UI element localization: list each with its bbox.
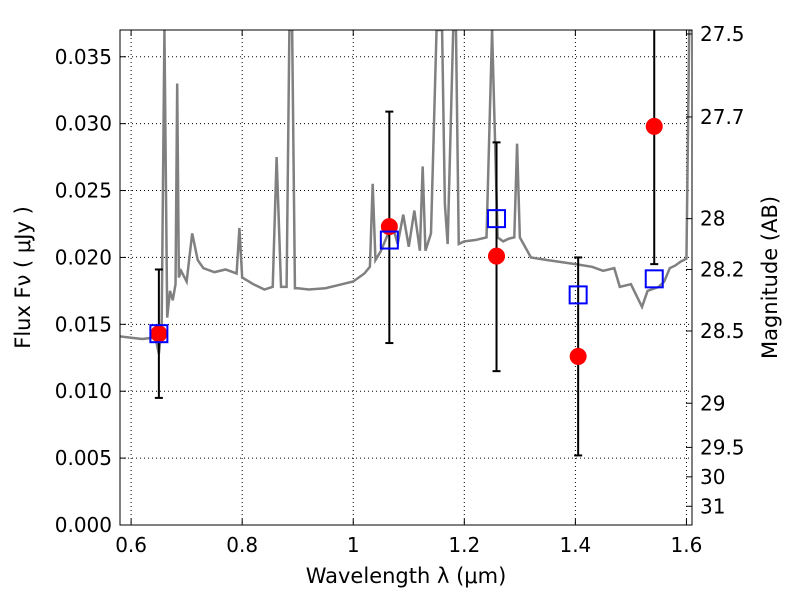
y-tick-label: 0.005 — [55, 446, 112, 470]
y2-axis-label: Magnitude (AB) — [758, 196, 782, 359]
plot-content — [120, 30, 692, 457]
y2-tick-label: 30 — [700, 465, 725, 489]
x-tick-label: 1.6 — [671, 533, 703, 557]
blue-square-point — [568, 285, 588, 305]
plot-frame — [119, 29, 693, 526]
data-markers — [149, 117, 664, 365]
y-axis: 0.000 0.005 0.010 0.015 0.020 0.025 0.030 0.035 — [55, 45, 126, 537]
grid — [120, 30, 692, 526]
red-circle-point — [569, 347, 587, 365]
x-tick-label: 1.4 — [559, 533, 591, 557]
y2-tick-label: 28 — [700, 207, 725, 231]
y-axis-label: Flux Fν ( μJy ) — [11, 206, 35, 349]
y2-tick-label: 31 — [700, 494, 725, 518]
y2-tick-label: 27.7 — [700, 105, 745, 129]
red-circle-point — [645, 117, 663, 135]
x-tick-label: 1 — [347, 533, 360, 557]
y2-tick-label: 28.2 — [700, 257, 745, 281]
y-tick-label: 0.010 — [55, 379, 112, 403]
y2-tick-label: 27.5 — [700, 22, 745, 46]
y-tick-label: 0.020 — [55, 245, 112, 269]
x-axis-label: Wavelength λ (μm) — [306, 564, 507, 588]
y-tick-label: 0.025 — [55, 179, 112, 203]
model-spectrum-line — [120, 30, 692, 355]
y-tick-label: 0.000 — [55, 513, 112, 537]
y2-tick-label: 28.5 — [700, 319, 745, 343]
red-circle-point — [488, 247, 506, 265]
x-tick-label: 1.2 — [448, 533, 480, 557]
blue-square-point — [379, 230, 399, 250]
x-tick-label: 0.6 — [115, 533, 147, 557]
y2-tick-label: 29 — [700, 391, 725, 415]
x-tick-label: 0.8 — [226, 533, 258, 557]
y2-axis: 27.5 27.7 28 28.2 28.5 29 29.5 30 31 — [686, 22, 745, 518]
red-circle-point — [150, 325, 168, 343]
blue-square-point — [644, 269, 664, 289]
y-tick-label: 0.030 — [55, 112, 112, 136]
blue-square-point — [487, 209, 507, 229]
blue-square-point — [149, 324, 169, 344]
x-axis: 0.6 0.8 1 1.2 1.4 1.6 — [115, 30, 702, 557]
y-tick-label: 0.035 — [55, 45, 112, 69]
y2-tick-label: 29.5 — [700, 435, 745, 459]
y-tick-label: 0.015 — [55, 312, 112, 336]
